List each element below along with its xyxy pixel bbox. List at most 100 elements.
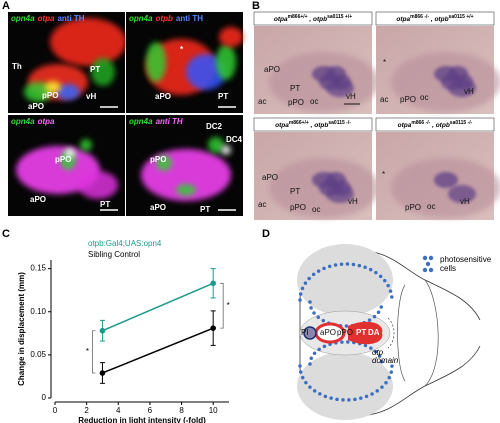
region-label: aPO xyxy=(155,92,171,101)
data-line xyxy=(102,282,214,332)
region-label: pPO xyxy=(42,91,58,100)
domain-label: otp xyxy=(372,348,384,357)
significance-bracket xyxy=(92,330,96,374)
significance-mark: * xyxy=(227,301,230,310)
y-tick-label: 0.15 xyxy=(30,264,46,273)
region-label: oc xyxy=(310,97,318,106)
legend-text: cells xyxy=(440,264,456,273)
stain-name: anti TH xyxy=(57,14,84,23)
region-label: PT xyxy=(290,84,300,93)
region-label: aPO xyxy=(262,173,278,182)
stain-signal xyxy=(221,145,231,155)
in-situ-image: otpam866 -/- , otpbsa0115 -/- * pPO oc vH xyxy=(375,117,500,220)
region-label: pPO xyxy=(55,155,71,164)
legend-entry: otpb:Gal4;UAS:opn4 xyxy=(88,239,162,248)
region-label: aPO xyxy=(150,203,166,212)
region-label: aPO xyxy=(264,65,280,74)
region-label: oc xyxy=(420,93,428,102)
allele: sa0115 -/- xyxy=(450,120,473,126)
region-label: pPO xyxy=(337,328,353,337)
region-label: oc xyxy=(427,202,435,211)
micrograph: opn4a otpa pPO aPO PT xyxy=(8,115,125,216)
genotype: otpam866+/+ , otpbsa0115 +/+ xyxy=(274,14,352,22)
stain-name: opn4a xyxy=(129,117,153,126)
stain-name: otpa xyxy=(38,117,55,126)
region-label: PT xyxy=(200,205,210,214)
y-tick-label: 0.10 xyxy=(30,307,46,316)
x-tick-label: 8 xyxy=(179,406,184,415)
stain-signal xyxy=(91,58,115,86)
data-point xyxy=(99,327,106,334)
x-axis-label: Reduction in light intensity (-fold) xyxy=(78,416,206,423)
genotype-box xyxy=(253,11,373,26)
stain-legend: opn4a otpa anti TH xyxy=(11,14,85,23)
pineal xyxy=(303,326,317,340)
region-label: PT xyxy=(100,200,110,209)
legend-entry: Sibling Control xyxy=(88,250,140,259)
domain-bracket xyxy=(387,317,395,349)
region-label: vH xyxy=(464,87,474,96)
region-label: DC2 xyxy=(206,122,223,131)
staining xyxy=(448,79,476,97)
stain-signal xyxy=(176,184,196,196)
genotype: otpam866+/+ , otpbsa0115 -/- xyxy=(275,120,351,128)
staining xyxy=(448,185,476,203)
gene: otpa xyxy=(398,122,412,129)
stain-signal xyxy=(219,27,243,47)
panel-label: C xyxy=(2,228,10,240)
region-label: vH xyxy=(86,92,96,101)
y-tick-label: 0 xyxy=(42,393,47,402)
region-label: pPO xyxy=(150,155,166,164)
photosensitive-cells xyxy=(308,300,384,328)
stain-legend: opn4a otpb anti TH xyxy=(129,14,203,23)
stain-signal xyxy=(78,171,118,199)
region-label: vH xyxy=(460,197,470,206)
x-tick-label: 6 xyxy=(148,406,153,415)
stain-name: opn4a xyxy=(11,14,35,23)
region-label: DC4 xyxy=(226,135,243,144)
region-label: ac xyxy=(258,97,266,106)
region-label: DA xyxy=(368,328,380,337)
eye-region xyxy=(297,352,393,420)
domain-label: domain xyxy=(372,356,399,365)
stain-signal xyxy=(186,54,226,90)
region-label: * xyxy=(180,45,184,54)
gene: , otpb xyxy=(309,122,329,129)
genotype-box xyxy=(375,11,495,26)
stain-signal xyxy=(80,139,92,151)
brain-line xyxy=(397,279,439,387)
allele: sa0115 +/+ xyxy=(327,14,352,20)
stain-signal xyxy=(156,155,172,171)
stain-signal xyxy=(65,148,75,158)
region-label: pPO xyxy=(400,95,416,104)
stain-name: anti TH xyxy=(156,117,183,126)
region-label: pPO xyxy=(405,203,421,212)
allele: sa0115 -/- xyxy=(328,120,351,126)
otp-domain xyxy=(348,321,383,345)
significance-mark: * xyxy=(86,347,89,356)
gene: otpa xyxy=(396,16,410,23)
legend-dot xyxy=(428,255,434,261)
data-point xyxy=(210,325,216,331)
data-point xyxy=(210,280,216,287)
stain-name: opn4a xyxy=(129,14,153,23)
stain-signal xyxy=(208,137,224,153)
gene: , otpb xyxy=(430,122,450,129)
allele: m866+/+ xyxy=(288,14,308,20)
region-label: oc xyxy=(312,205,320,214)
legend-dot xyxy=(422,267,428,273)
embryo-tissue xyxy=(391,158,500,218)
data-line xyxy=(102,327,214,374)
stain-legend: opn4a anti TH xyxy=(129,117,183,126)
region-label: vH xyxy=(348,197,358,206)
stain-name: otpa xyxy=(38,14,55,23)
panel-label: B xyxy=(252,0,260,12)
stain-signal xyxy=(45,81,61,93)
region-label: pPO xyxy=(290,203,306,212)
x-tick-label: 4 xyxy=(116,406,121,415)
region-label: aPO xyxy=(320,328,336,337)
region-label: PT xyxy=(218,92,228,101)
region-label: pPO xyxy=(288,98,304,107)
